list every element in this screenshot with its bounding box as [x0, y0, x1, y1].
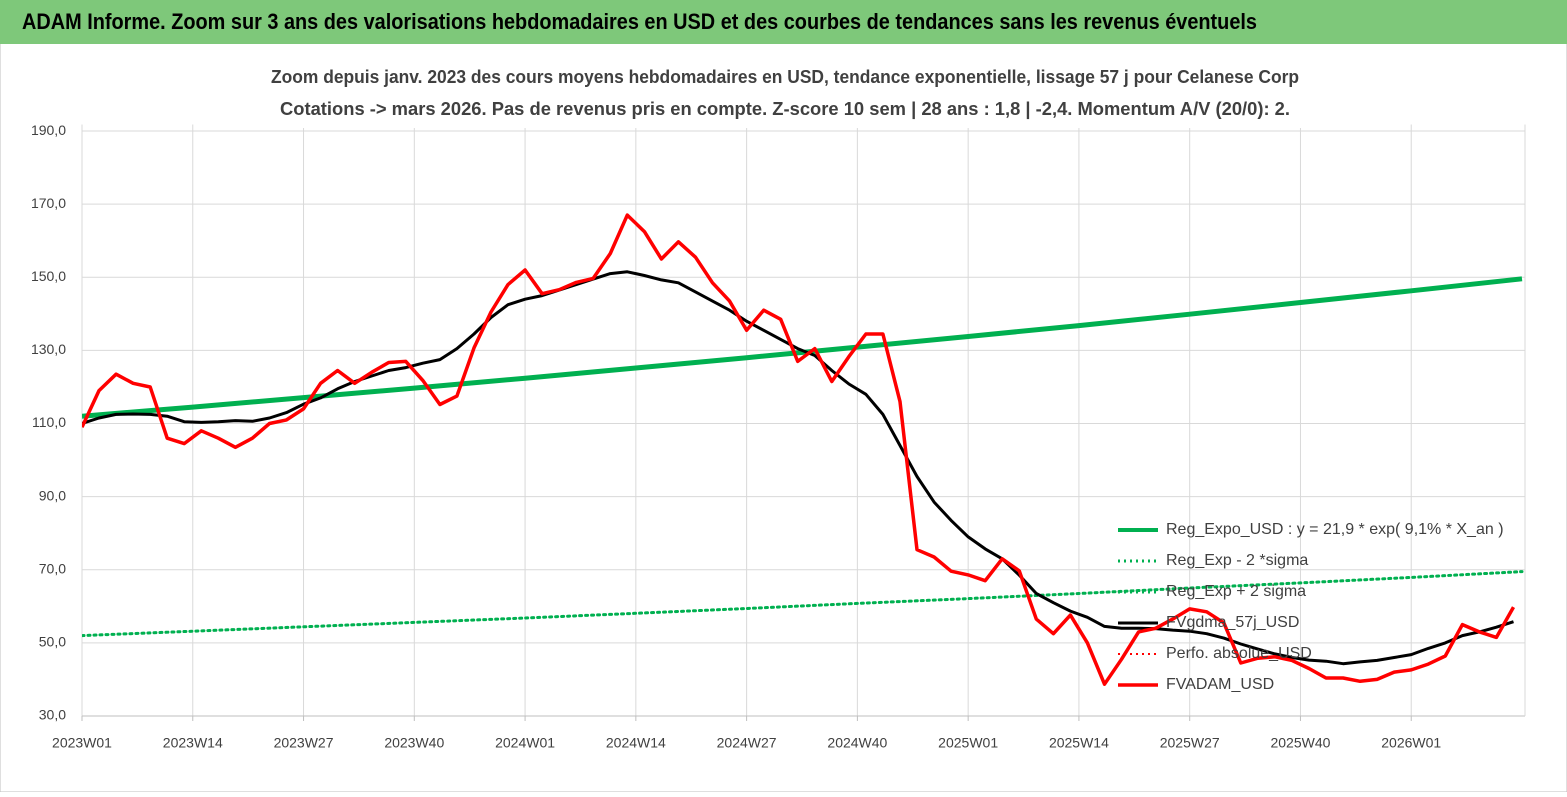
chart-subtitle: Cotations -> mars 2026. Pas de revenus p… [280, 99, 1290, 119]
x-tick-label: 2023W14 [163, 735, 223, 751]
series-line [82, 270, 1514, 666]
plot [82, 213, 1524, 686]
y-tick-label: 110,0 [32, 414, 66, 430]
legend-label: Reg_Expo_USD : y = 21,9 * exp( 9,1% * X_… [1166, 521, 1504, 538]
x-tick-label: 2025W01 [938, 735, 998, 751]
y-tick-label: 170,0 [31, 195, 66, 211]
y-tick-label: 50,0 [39, 634, 66, 650]
title-bg [262, 62, 1308, 128]
y-tick-label: 90,0 [39, 487, 66, 503]
y-tick-label: 130,0 [31, 341, 66, 357]
legend-label: Reg_Exp - 2 *sigma [1166, 552, 1308, 569]
header-bar [0, 0, 1567, 44]
x-tick-label: 2023W27 [274, 735, 334, 751]
y-tick-label: 70,0 [39, 560, 66, 576]
legend: Reg_Expo_USD : y = 21,9 * exp( 9,1% * X_… [1118, 521, 1504, 693]
series-line [82, 213, 1516, 686]
grid: 30,0 50,0 70,0 90,0 110,0 130,0 150,0 170,0 190,… [31, 122, 1526, 751]
header-title: ADAM Informe. Zoom sur 3 ans des valoris… [22, 9, 1257, 34]
y-tick-label: 30,0 [39, 707, 66, 723]
x-tick-label: 2023W01 [52, 735, 112, 751]
legend-label: FVgdma_57j_USD [1166, 614, 1299, 631]
y-tick-label: 150,0 [31, 268, 66, 284]
x-tick-label: 2024W14 [606, 735, 666, 751]
x-tick-label: 2025W40 [1270, 735, 1330, 751]
legend-label: FVADAM_USD [1166, 676, 1274, 693]
legend-label: Perfo. absolue_USD [1166, 645, 1312, 662]
series-line [82, 570, 1524, 638]
x-tick-label: 2025W27 [1160, 735, 1220, 751]
x-tick-label: 2024W01 [495, 735, 555, 751]
x-tick-label: 2024W27 [717, 735, 777, 751]
x-tick-label: 2025W14 [1049, 735, 1109, 751]
y-tick-label: 190,0 [31, 122, 66, 138]
x-tick-label: 2023W40 [384, 735, 444, 751]
x-tick-label: 2026W01 [1381, 735, 1441, 751]
legend-label: Reg_Exp + 2 sigma [1166, 583, 1306, 600]
chart-title: Zoom depuis janv. 2023 des cours moyens … [271, 67, 1299, 87]
x-tick-label: 2024W40 [827, 735, 887, 751]
